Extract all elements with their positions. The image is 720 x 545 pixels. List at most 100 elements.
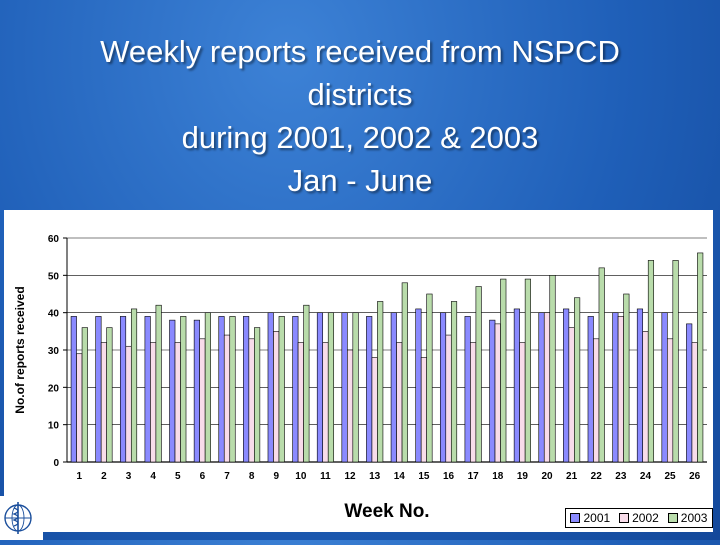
x-tick-label-12: 12 (345, 471, 357, 482)
legend-item-2002: 2002 (619, 511, 659, 525)
x-tick-label-2: 2 (101, 471, 107, 482)
bar-2003-week-7 (229, 316, 236, 463)
title-line-3: during 2001, 2002 & 2003 (181, 120, 539, 155)
x-tick-label-11: 11 (320, 471, 331, 482)
bar-2002-week-6 (199, 338, 206, 463)
bar-2001-week-13 (366, 316, 373, 463)
bar-2001-week-26 (686, 323, 693, 463)
bar-2002-week-21 (568, 327, 575, 463)
x-tick-label-19: 19 (517, 471, 529, 482)
bar-2001-week-24 (636, 308, 644, 463)
x-tick-label-21: 21 (566, 471, 578, 482)
bar-2003-week-13 (377, 301, 384, 463)
y-tick-label-40: 40 (48, 309, 60, 320)
title-line-1: Weekly reports received from NSPCD (100, 34, 620, 69)
bar-2002-week-2 (100, 342, 107, 463)
bar-2001-week-2 (95, 316, 102, 463)
bar-2001-week-16 (439, 312, 447, 463)
bar-2002-week-12 (347, 349, 354, 463)
bar-2001-week-3 (119, 316, 127, 463)
bar-2002-week-23 (617, 316, 624, 463)
x-tick-label-20: 20 (541, 471, 553, 482)
bar-2003-week-15 (426, 293, 433, 463)
bar-2001-week-1 (70, 316, 77, 463)
who-emblem-icon (0, 496, 43, 540)
bar-2003-week-5 (180, 316, 187, 463)
y-tick-label-10: 10 (48, 421, 60, 432)
x-tick-label-4: 4 (150, 471, 156, 482)
legend-swatch-2002 (619, 513, 630, 523)
legend-swatch-2001 (570, 513, 581, 523)
bar-2002-week-18 (494, 323, 501, 463)
bar-2003-week-2 (106, 327, 113, 463)
chart-panel: 0 10 20 30 40 50 60 No.of reports received 1 2 3 4 5… (4, 210, 713, 532)
x-axis-label: Week No. (344, 501, 429, 522)
bar-2001-week-22 (587, 316, 594, 463)
legend-label-2003: 2003 (680, 511, 708, 525)
bar-2003-week-19 (524, 278, 531, 463)
x-tick-label-24: 24 (640, 471, 652, 482)
bar-2003-week-9 (278, 316, 285, 463)
x-tick-label-1: 1 (77, 471, 83, 482)
bar-2002-week-8 (248, 338, 255, 463)
y-tick-label-30: 30 (48, 346, 60, 357)
bar-2002-week-10 (297, 342, 304, 463)
bar-2001-week-5 (169, 319, 176, 463)
bar-2003-week-11 (327, 312, 335, 463)
bar-2003-week-1 (81, 327, 88, 463)
bar-2003-week-18 (500, 278, 507, 463)
legend-item-2001: 2001 (570, 511, 610, 525)
bar-2001-week-23 (612, 312, 619, 463)
bar-2002-week-15 (420, 357, 427, 463)
bar-2002-week-24 (642, 331, 649, 463)
x-tick-label-5: 5 (175, 471, 181, 482)
y-tick-label-20: 20 (48, 383, 60, 394)
bar-2003-week-26 (697, 252, 704, 463)
bar-2003-week-4 (155, 304, 162, 463)
x-tick-label-15: 15 (418, 471, 430, 482)
legend-label-2001: 2001 (583, 511, 611, 525)
bar-2001-week-6 (193, 319, 200, 463)
legend-item-2003: 2003 (667, 511, 708, 525)
bar-2002-week-16 (445, 334, 452, 463)
x-tick-label-7: 7 (224, 471, 230, 482)
bar-2002-week-26 (691, 342, 698, 463)
x-tick-label-23: 23 (615, 471, 627, 482)
x-tick-label-14: 14 (394, 471, 406, 482)
bar-2001-week-18 (489, 319, 496, 463)
x-tick-label-16: 16 (443, 471, 455, 482)
bar-2001-week-15 (415, 308, 422, 463)
bar-2002-week-1 (76, 353, 83, 463)
bar-2001-week-17 (464, 316, 471, 463)
x-tick-label-26: 26 (689, 471, 701, 482)
bar-2002-week-22 (593, 338, 600, 463)
title-line-4: Jan - June (287, 163, 433, 198)
bar-2003-week-14 (401, 282, 408, 463)
slide-title: Weekly reports received from NSPCD distr… (0, 30, 720, 202)
bar-2003-week-20 (549, 275, 556, 463)
bar-2001-week-20 (538, 312, 545, 463)
bar-2003-week-17 (475, 286, 482, 463)
bar-2003-week-3 (130, 308, 138, 463)
y-tick-label-60: 60 (48, 234, 60, 245)
bar-2001-week-9 (267, 312, 274, 463)
title-line-2: districts (307, 77, 413, 112)
bar-2001-week-8 (243, 316, 250, 463)
bar-2001-week-14 (390, 312, 397, 463)
bar-2003-week-10 (303, 304, 310, 463)
x-tick-label-18: 18 (492, 471, 504, 482)
x-tick-label-17: 17 (468, 471, 480, 482)
x-tick-label-6: 6 (200, 471, 206, 482)
bar-2002-week-17 (470, 342, 477, 463)
bar-2001-week-19 (513, 308, 520, 463)
x-tick-label-25: 25 (665, 471, 677, 482)
legend-label-2002: 2002 (632, 511, 659, 525)
bar-2002-week-20 (543, 312, 551, 463)
bar-2001-week-10 (292, 316, 299, 463)
y-axis-label: No.of reports received (13, 286, 27, 413)
bar-2003-week-6 (204, 312, 211, 463)
bar-2003-week-16 (450, 301, 458, 463)
bar-2003-week-12 (352, 312, 359, 463)
bar-2002-week-13 (371, 357, 378, 463)
